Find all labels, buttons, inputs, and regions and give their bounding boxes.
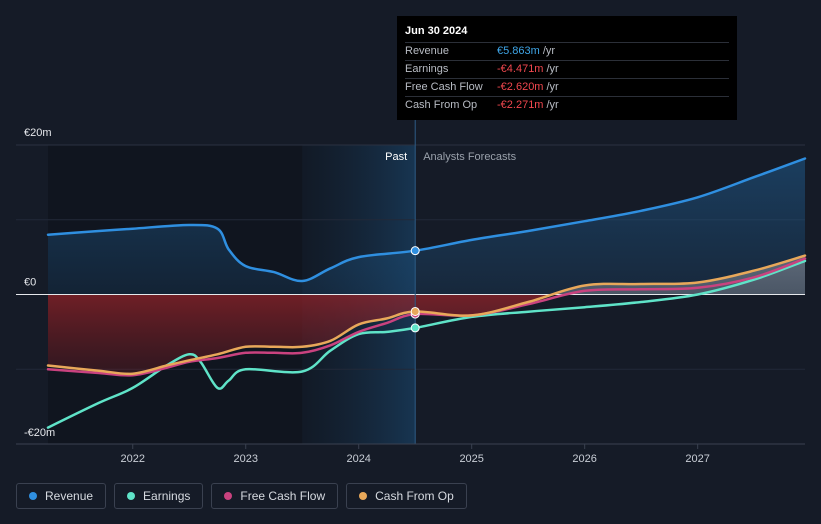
x-tick-label: 2027 xyxy=(685,453,709,465)
tooltip-value: -€2.620m xyxy=(497,81,544,93)
y-tick-label: €0 xyxy=(24,277,36,289)
revenue-line xyxy=(46,157,807,283)
tooltip-unit: /yr xyxy=(542,45,556,57)
legend-dot-icon xyxy=(359,492,368,500)
tooltip-row-cash-from-op: Cash From Op -€2.271m /yr xyxy=(405,96,729,114)
legend-label: Cash From Op xyxy=(375,489,454,503)
legend-item-free-cash-flow[interactable]: Free Cash Flow xyxy=(211,483,339,509)
y-tick-label: -€20m xyxy=(24,427,55,439)
tooltip: Jun 30 2024 Revenue €5.863m /yr Earnings… xyxy=(397,16,737,120)
past-label: Past xyxy=(385,151,407,163)
x-tick-label: 2022 xyxy=(120,453,144,465)
legend-dot-icon xyxy=(29,492,37,500)
legend-item-revenue[interactable]: Revenue xyxy=(16,483,107,509)
tooltip-date: Jun 30 2024 xyxy=(405,25,468,37)
forecast-label: Analysts Forecasts xyxy=(423,151,516,163)
negative-area xyxy=(48,294,805,374)
x-tick-label: 2024 xyxy=(346,453,370,465)
legend-dot-icon xyxy=(224,492,233,500)
tooltip-label: Revenue xyxy=(405,45,450,57)
legend-item-cash-from-op[interactable]: Cash From Op xyxy=(346,483,467,509)
legend-label: Earnings xyxy=(143,489,191,503)
tooltip-row-free-cash-flow: Free Cash Flow -€2.620m /yr xyxy=(405,78,729,96)
tooltip-row-earnings: Earnings -€4.471m /yr xyxy=(405,60,729,78)
legend-dot-icon xyxy=(127,492,136,500)
tooltip-label: Free Cash Flow xyxy=(405,81,483,93)
earnings-line xyxy=(46,259,807,429)
revenue-marker xyxy=(410,246,420,256)
tooltip-value: €5.863m xyxy=(497,45,540,57)
x-tick-label: 2026 xyxy=(572,453,596,465)
free-cash-flow-line xyxy=(46,257,807,377)
tooltip-value: -€2.271m xyxy=(497,99,544,111)
earnings-marker xyxy=(410,323,420,333)
cash-from-op-line xyxy=(46,254,807,376)
x-tick-label: 2023 xyxy=(233,453,257,465)
legend-label: Free Cash Flow xyxy=(240,489,326,503)
x-tick-label: 2025 xyxy=(459,453,483,465)
tooltip-unit: /yr xyxy=(546,99,559,111)
tooltip-row-revenue: Revenue €5.863m /yr xyxy=(405,42,729,60)
tooltip-unit: /yr xyxy=(546,63,559,75)
cash-from-op-marker xyxy=(410,306,420,316)
legend-item-earnings[interactable]: Earnings xyxy=(114,483,204,509)
legend: Revenue Earnings Free Cash Flow Cash Fro… xyxy=(16,483,467,509)
legend-label: Revenue xyxy=(45,489,94,503)
tooltip-unit: /yr xyxy=(546,81,559,93)
y-tick-label: €20m xyxy=(24,127,52,139)
tooltip-value: -€4.471m xyxy=(497,63,544,75)
tooltip-label: Earnings xyxy=(405,63,449,75)
tooltip-label: Cash From Op xyxy=(405,99,478,111)
